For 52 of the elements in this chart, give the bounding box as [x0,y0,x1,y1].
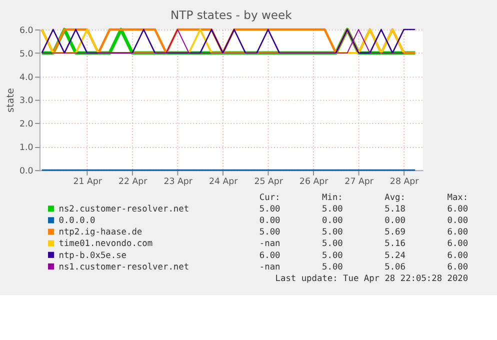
x-tick-label: 22 Apr [118,177,148,188]
x-tick-label: 28 Apr [390,177,420,188]
text: 0.00 [322,216,343,226]
text: -nan [259,262,280,272]
text: Max: [447,192,468,203]
y-tick-label: 0.0 [19,166,34,177]
x-tick-label: 24 Apr [208,177,238,188]
y-tick-label: 1.0 [19,143,34,154]
x-tick-label: 25 Apr [254,177,284,188]
legend-label: time01.nevondo.com [58,239,153,250]
text: 5.24 [384,250,406,261]
text: Avg: [384,192,406,203]
text: 6.00 [259,250,280,261]
text: 5.00 [259,228,280,238]
y-tick-label: 6.0 [19,26,34,36]
text: 5.00 [322,204,343,215]
text: 5.06 [384,262,406,272]
y-tick-label: 3.0 [19,96,34,106]
chart-title: NTP states - by week [170,8,292,22]
text: 6.00 [447,239,468,250]
text: 5.00 [322,250,343,261]
text: Cur: [259,192,280,203]
text: -nan [259,239,280,250]
y-tick-label: 5.0 [19,49,34,60]
text: 5.18 [384,204,406,215]
text: Last update: Tue Apr 28 22:05:28 2020 [275,274,468,284]
text: 6.00 [447,262,468,272]
text: 5.00 [322,262,343,272]
y-tick-label: 4.0 [19,72,34,83]
x-tick-label: 23 Apr [164,177,193,188]
legend-label: 0.0.0.0 [58,216,96,226]
x-tick-label: 26 Apr [299,177,329,188]
text: 0.00 [259,216,280,226]
x-tick-label: 27 Apr [344,177,374,188]
text: 5.16 [384,239,406,250]
text: 5.00 [322,239,343,250]
legend-label: ns1.customer-resolver.net [58,262,190,272]
text: 5.69 [384,228,406,238]
text: 6.00 [447,250,468,261]
legend-label: ntp2.ig-haase.de [58,228,142,238]
text: 6.00 [447,204,468,215]
y-axis-title: state [6,88,17,112]
text: Min: [322,192,343,203]
legend-label: ntp-b.0x5e.se [58,250,127,261]
legend-label: ns2.customer-resolver.net [58,204,190,215]
x-tick-label: 21 Apr [73,177,102,188]
text: 6.00 [447,228,468,238]
text: 5.00 [259,204,280,215]
text: 0.00 [384,216,406,226]
text: 0.00 [447,216,468,226]
text: 5.00 [322,228,343,238]
y-tick-label: 2.0 [19,120,34,130]
